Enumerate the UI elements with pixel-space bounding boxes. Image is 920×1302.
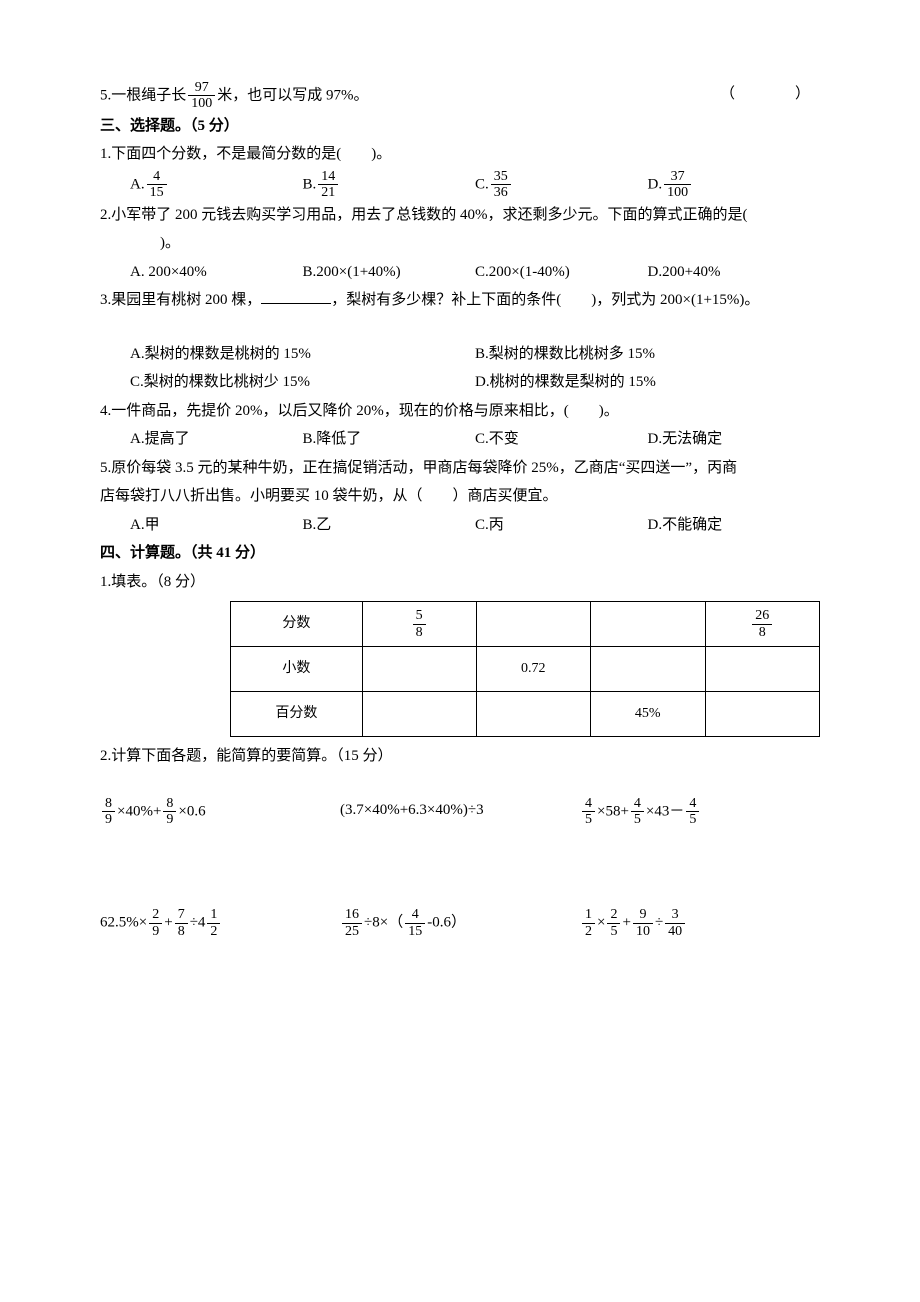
s3-q1-options: A.415 B.1421 C.3536 D.37100	[130, 169, 820, 201]
section3-title: 三、选择题。（5 分）	[100, 112, 820, 141]
s3-q2-stem1: 2.小军带了 200 元钱去购买学习用品，用去了总钱数的 40%，求还剩多少元。…	[100, 201, 820, 230]
section4-title: 四、计算题。（共 41 分）	[100, 539, 820, 568]
s3-q2-stem2: )。	[130, 229, 820, 258]
s3-q4-c: C.不变	[475, 425, 648, 454]
s3-q1-c: C.3536	[475, 169, 648, 201]
s3-q5-c: C.丙	[475, 511, 648, 540]
calc-row-1: 89×40%+89×0.6 (3.7×40%+6.3×40%)÷3 45×58+…	[100, 796, 820, 828]
calc-6: 12×25+910÷340	[580, 907, 820, 939]
cell-r0c3: 268	[705, 602, 819, 647]
s3-q1-d: D.37100	[648, 169, 821, 201]
s3-q5-options: A.甲 B.乙 C.丙 D.不能确定	[130, 511, 820, 540]
s3-q4-options: A.提高了 B.降低了 C.不变 D.无法确定	[130, 425, 820, 454]
s3-q2-a: A. 200×40%	[130, 258, 303, 287]
cell-r0c2	[590, 602, 705, 647]
calc-5: 1625÷8×（415-0.6）	[340, 907, 580, 939]
calc-3: 45×58+45×43－45	[580, 796, 820, 828]
s4-p1-label: 1.填表。（8 分）	[100, 568, 820, 597]
s3-q5-stem2: 店每袋打八八折出售。小明要买 10 袋牛奶，从（ ）商店买便宜。	[100, 482, 820, 511]
s4-p2-label: 2.计算下面各题，能简算的要简算。（15 分）	[100, 742, 820, 771]
s3-q3-d: D.桃树的棵数是梨树的 15%	[475, 368, 820, 397]
row-label-decimal: 小数	[231, 647, 363, 692]
cell-r2c3	[705, 692, 819, 737]
s3-q1-stem: 1.下面四个分数，不是最简分数的是( )。	[100, 140, 820, 169]
s3-q4-a: A.提高了	[130, 425, 303, 454]
calc-2: (3.7×40%+6.3×40%)÷3	[340, 796, 580, 828]
s3-q5-b: B.乙	[303, 511, 476, 540]
s3-q5-stem1: 5.原价每袋 3.5 元的某种牛奶，正在搞促销活动，甲商店每袋降价 25%，乙商…	[100, 454, 820, 483]
cell-r1c1: 0.72	[476, 647, 590, 692]
cell-r1c2	[590, 647, 705, 692]
calc-row-2: 62.5%×29+78÷412 1625÷8×（415-0.6） 12×25+9…	[100, 907, 820, 939]
cell-r1c3	[705, 647, 819, 692]
s3-q2-d: D.200+40%	[648, 258, 821, 287]
row-label-fraction: 分数	[231, 602, 363, 647]
cell-r2c1	[476, 692, 590, 737]
cell-r0c1	[476, 602, 590, 647]
s3-q2-b: B.200×(1+40%)	[303, 258, 476, 287]
s3-q3-c: C.梨树的棵数比桃树少 15%	[130, 368, 475, 397]
s3-q2-c: C.200×(1-40%)	[475, 258, 648, 287]
frac-97-100: 97100	[188, 80, 215, 112]
row-label-percent: 百分数	[231, 692, 363, 737]
s3-q1-b: B.1421	[303, 169, 476, 201]
s3-q3-stem: 3.果园里有桃树 200 棵，，梨树有多少棵？补上下面的条件( )，列式为 20…	[100, 286, 820, 315]
calc-4: 62.5%×29+78÷412	[100, 907, 340, 939]
s3-q1-a: A.415	[130, 169, 303, 201]
tf-q5-suffix: 米，也可以写成 97%。	[217, 87, 368, 103]
s3-q4-stem: 4.一件商品，先提价 20%，以后又降价 20%，现在的价格与原来相比，( )。	[100, 397, 820, 426]
cell-r0c0: 58	[362, 602, 476, 647]
s3-q2-options: A. 200×40% B.200×(1+40%) C.200×(1-40%) D…	[130, 258, 820, 287]
s3-q3-b: B.梨树的棵数比桃树多 15%	[475, 340, 820, 369]
cell-r1c0	[362, 647, 476, 692]
s3-q5-d: D.不能确定	[648, 511, 821, 540]
calc-1: 89×40%+89×0.6	[100, 796, 340, 828]
tf-q5: 5.一根绳子长97100米，也可以写成 97%。 （ ）	[100, 80, 820, 112]
tf-q5-paren: （ ）	[720, 80, 820, 109]
tf-q5-prefix: 5.一根绳子长	[100, 87, 186, 103]
cell-r2c0	[362, 692, 476, 737]
s3-q3-options-row2: C.梨树的棵数比桃树少 15% D.桃树的棵数是梨树的 15%	[130, 368, 820, 397]
fill-table: 分数 58 268 小数 0.72 百分数 45%	[230, 601, 820, 737]
s3-q3-options-row1: A.梨树的棵数是桃树的 15% B.梨树的棵数比桃树多 15%	[130, 340, 820, 369]
s3-q5-a: A.甲	[130, 511, 303, 540]
s3-q4-d: D.无法确定	[648, 425, 821, 454]
s3-q4-b: B.降低了	[303, 425, 476, 454]
cell-r2c2: 45%	[590, 692, 705, 737]
s3-q3-a: A.梨树的棵数是桃树的 15%	[130, 340, 475, 369]
